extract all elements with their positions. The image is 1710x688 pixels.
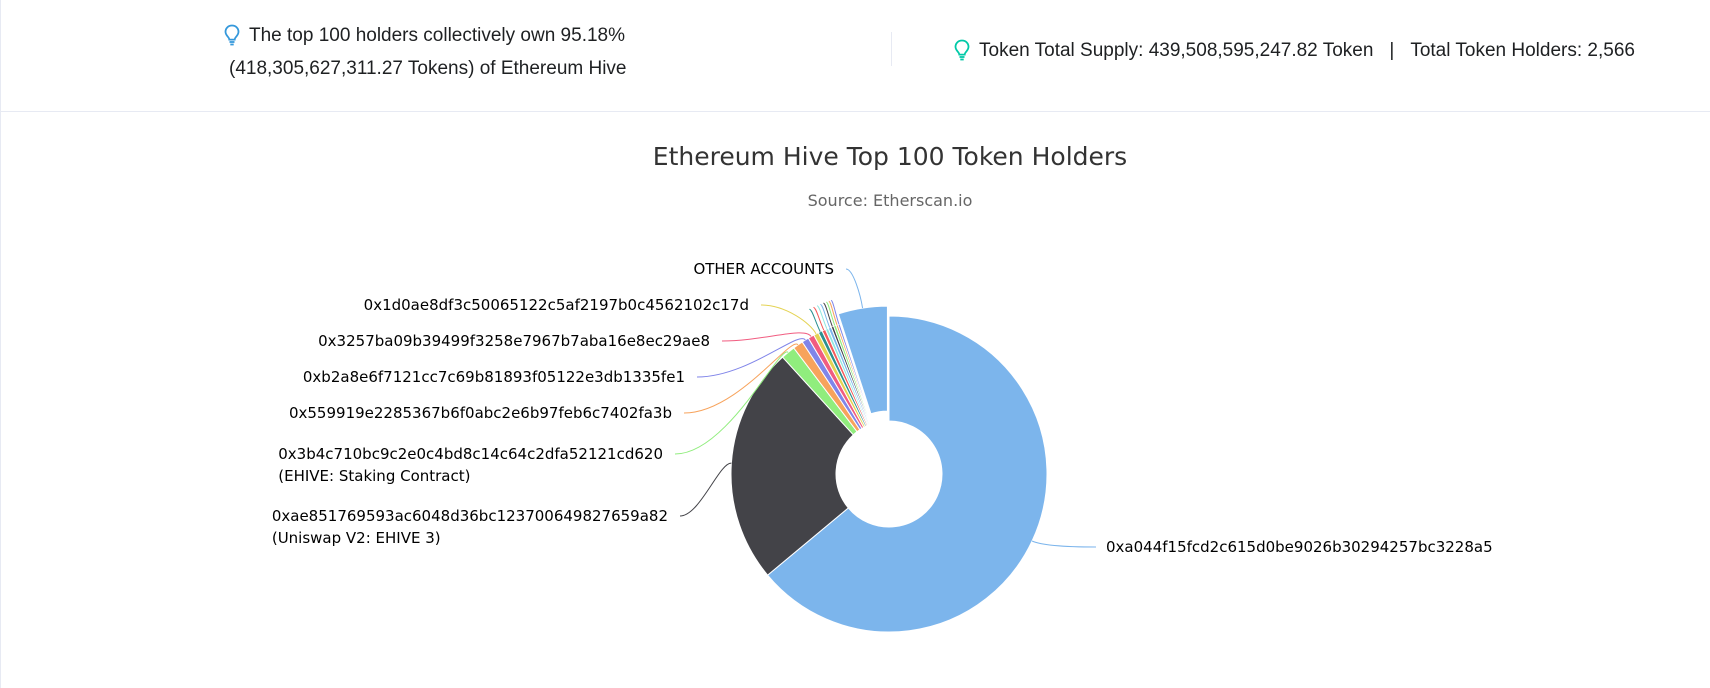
data-label: 0xae851769593ac6048d36bc123700649827659a… (272, 507, 668, 525)
data-label: 0x559919e2285367b6f0abc2e6b97feb6c7402fa… (289, 404, 672, 422)
label-connector (816, 305, 828, 329)
total-supply-text: Token Total Supply: 439,508,595,247.82 T… (979, 40, 1374, 61)
top-holders-text-line1: The top 100 holders collectively own 95.… (249, 25, 626, 46)
top-holders-text-line2: (418,305,627,311.27 Tokens) of Ethereum … (229, 58, 627, 79)
label-connector (1031, 540, 1097, 548)
summary-bar: The top 100 holders collectively own 95.… (0, 0, 1710, 112)
top-holders-summary: The top 100 holders collectively own 95.… (224, 19, 627, 85)
data-label: 0x3257ba09b39499f3258e7967b7aba16e8ec29a… (318, 332, 710, 350)
page-left-border (0, 0, 1, 688)
lightbulb-icon (224, 24, 240, 45)
pie-slice[interactable] (730, 356, 855, 576)
data-sublabel: (EHIVE: Staking Contract) (278, 467, 470, 485)
label-connector (696, 338, 806, 378)
data-label: 0x3b4c710bc9c2e0c4bd8c14c64c2dfa52121cd6… (278, 445, 663, 463)
summary-divider (891, 32, 892, 66)
label-connector (823, 302, 833, 327)
label-connector (820, 303, 831, 328)
label-connector (830, 299, 840, 325)
label-connectors (674, 268, 1097, 548)
data-label: OTHER ACCOUNTS (693, 260, 834, 278)
label-connector (809, 308, 821, 332)
data-label: 0xa044f15fcd2c615d0be9026b30294257bc3228… (1106, 538, 1493, 556)
pie-slice[interactable] (766, 315, 1048, 633)
label-connector (825, 301, 836, 326)
data-sublabel: (Uniswap V2: EHIVE 3) (272, 529, 441, 547)
supply-summary: Token Total Supply: 439,508,595,247.82 T… (954, 34, 1635, 67)
label-connector (828, 300, 838, 325)
label-connector (721, 332, 812, 342)
label-connector (679, 462, 732, 517)
label-connector (845, 268, 864, 309)
total-holders-text: Total Token Holders: 2,566 (1410, 40, 1635, 61)
pie-slices (730, 305, 1048, 633)
label-connector (683, 343, 799, 414)
data-label: 0xb2a8e6f7121cc7c69b81893f05122e3db1335f… (303, 368, 685, 386)
summary-separator: | (1389, 40, 1395, 61)
data-labels: 0xa044f15fcd2c615d0be9026b30294257bc3228… (272, 260, 1493, 556)
label-connector (674, 351, 789, 455)
top-holders-pie-chart: Ethereum Hive Top 100 Token Holders Sour… (272, 142, 1493, 633)
chart-title: Ethereum Hive Top 100 Token Holders (653, 142, 1127, 171)
chart-subtitle: Source: Etherscan.io (808, 191, 973, 210)
label-connector (760, 304, 817, 335)
pie-slice[interactable] (837, 305, 888, 415)
label-connector (813, 306, 825, 331)
data-label: 0x1d0ae8df3c50065122c5af2197b0c4562102c1… (364, 296, 749, 314)
pie-slice[interactable] (837, 323, 874, 425)
lightbulb-icon (954, 39, 970, 60)
